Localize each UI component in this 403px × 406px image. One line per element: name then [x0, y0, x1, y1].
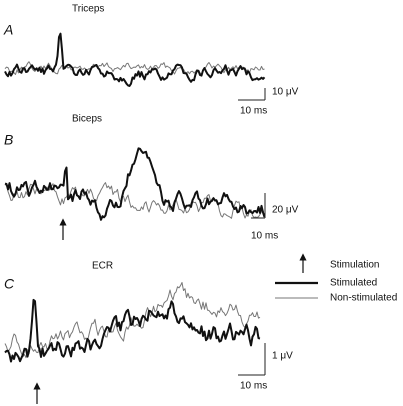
traces: [4, 147, 266, 221]
scale-label: 10 ms: [240, 381, 267, 392]
scale-label: 10 μV: [272, 87, 299, 98]
legend-label: Stimulated: [330, 278, 377, 289]
stimulated-trace: [4, 298, 261, 363]
traces: [4, 282, 261, 363]
panel-title: Triceps: [72, 4, 104, 15]
stimulated-trace: [4, 147, 266, 221]
scale-label: 20 μV: [272, 205, 299, 216]
scale-label: 10 ms: [251, 231, 278, 242]
scale-label: 1 μV: [272, 351, 293, 362]
stimulated-trace: [4, 32, 266, 87]
legend-label: Non-stimulated: [330, 293, 397, 304]
panel-title: Biceps: [72, 114, 102, 125]
panel-letter: B: [4, 132, 13, 148]
non-stimulated-trace: [4, 61, 265, 75]
panel-letter: A: [3, 22, 13, 38]
traces: [4, 32, 266, 87]
panel-title: ECR: [92, 261, 113, 272]
panel-letter: C: [4, 276, 15, 292]
scale-label: 10 ms: [240, 106, 267, 117]
legend-label: Stimulation: [330, 260, 379, 271]
